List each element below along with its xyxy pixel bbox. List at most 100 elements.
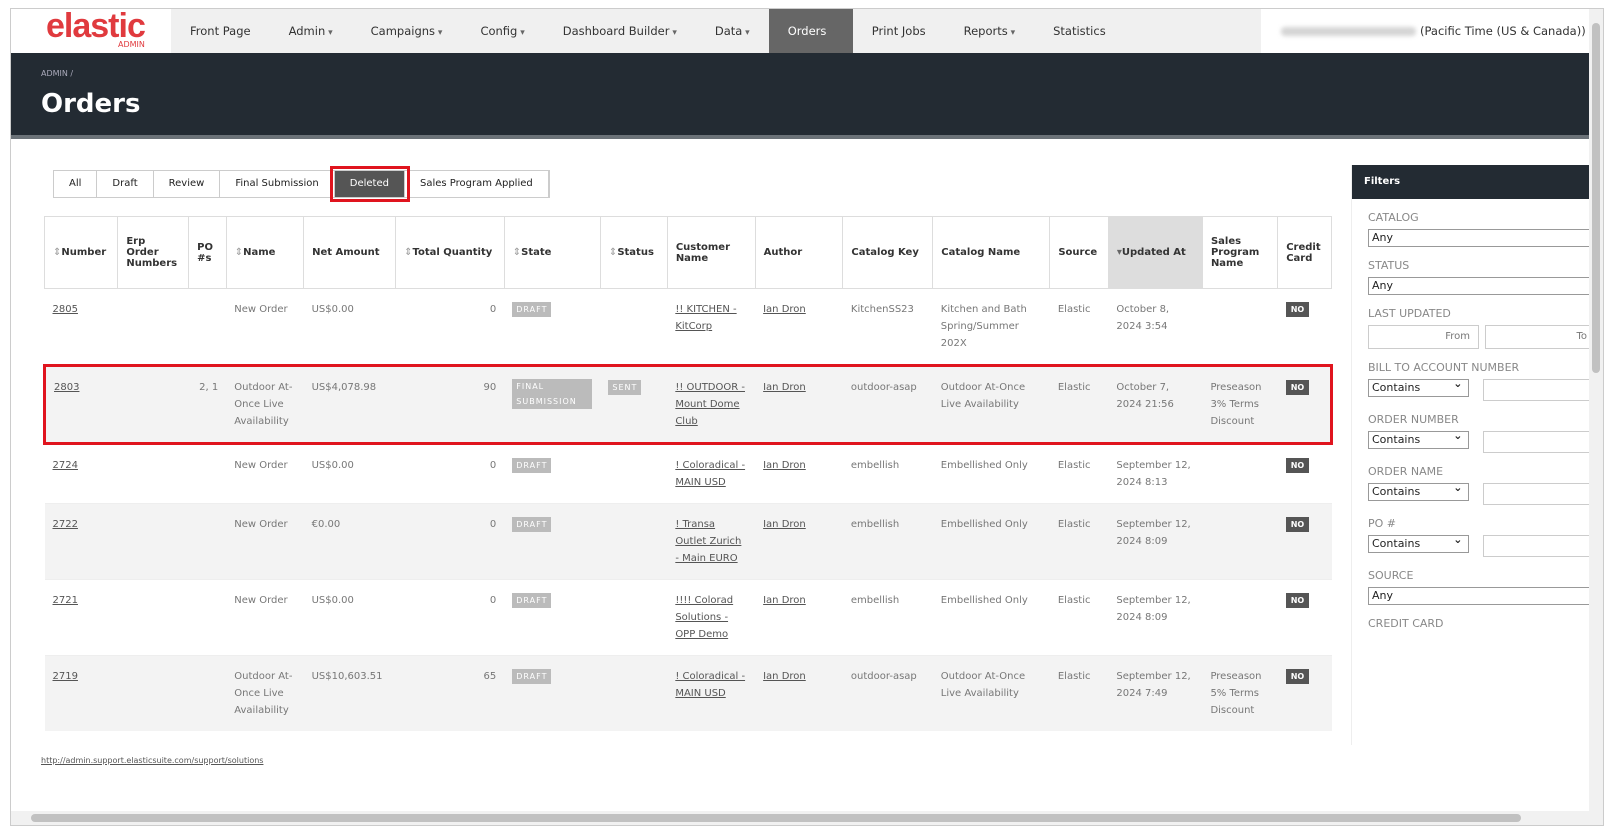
logo-text: elastic — [46, 8, 146, 45]
nav-item[interactable]: Config — [461, 9, 543, 53]
column-header[interactable]: Number — [43, 216, 119, 289]
cell: 2722 — [44, 503, 118, 580]
cell — [1202, 443, 1278, 504]
cell: NO — [1277, 655, 1332, 731]
date-from[interactable]: From — [1368, 325, 1479, 349]
customer-link[interactable]: !! OUTDOOR - Mount Dome Club — [675, 382, 745, 427]
cell — [188, 503, 227, 580]
cell-text: 65 — [483, 671, 497, 682]
status-badge: DRAFT — [512, 302, 552, 317]
cell-text: October 8, 2024 3:54 — [1116, 304, 1170, 332]
order-link[interactable]: 2805 — [52, 304, 78, 315]
column-header: PO #s — [188, 216, 227, 289]
customer-link[interactable]: ! Coloradical - MAIN USD — [675, 671, 746, 699]
match-input[interactable] — [1483, 483, 1596, 505]
cell: September 12, 2024 8:09 — [1108, 579, 1203, 656]
cell: Ian Dron — [755, 655, 843, 731]
cell-text: €0.00 — [311, 519, 341, 530]
tab[interactable]: All — [54, 171, 98, 197]
author-link[interactable]: Ian Dron — [763, 382, 806, 393]
cell — [117, 364, 189, 445]
column-header: Credit Card — [1277, 216, 1332, 289]
support-link[interactable]: http://admin.support.elasticsuite.com/su… — [41, 756, 264, 765]
author-link[interactable]: Ian Dron — [763, 595, 806, 606]
tab[interactable]: Final Submission — [220, 171, 335, 197]
cell-text: New Order — [234, 460, 288, 471]
nav-item[interactable]: Admin — [270, 9, 352, 53]
blurred-email — [1281, 27, 1416, 36]
cell-text: US$0.00 — [311, 460, 354, 471]
filter-select[interactable]: Any — [1368, 587, 1596, 605]
match-select[interactable]: Contains — [1368, 428, 1470, 449]
date-to[interactable]: To — [1485, 325, 1596, 349]
logo[interactable]: elastic ADMIN — [11, 9, 171, 53]
nav-item[interactable]: Orders — [768, 9, 853, 53]
nav-item[interactable]: Data — [696, 9, 769, 53]
author-link[interactable]: Ian Dron — [763, 460, 806, 471]
match-select[interactable]: Contains — [1368, 480, 1470, 501]
nav-item[interactable]: Front Page — [190, 24, 251, 38]
tab[interactable]: Draft — [97, 171, 154, 197]
cell-text: September 12, 2024 7:49 — [1116, 671, 1191, 699]
cell — [188, 579, 227, 656]
status-badge: FINAL SUBMISSION — [512, 379, 593, 409]
author-link[interactable]: Ian Dron — [763, 519, 806, 530]
v-scrollbar[interactable] — [1589, 9, 1603, 825]
match-input[interactable] — [1483, 431, 1596, 453]
order-link[interactable]: 2719 — [52, 671, 78, 682]
cell: New Order — [226, 288, 304, 366]
breadcrumb[interactable]: ADMIN / — [41, 69, 74, 78]
cell — [600, 443, 668, 504]
filter-label: ORDER NUMBER — [1368, 413, 1459, 426]
nav-item[interactable]: Dashboard Builder — [544, 9, 696, 53]
filter-label: SOURCE — [1368, 569, 1414, 582]
nav-item[interactable]: Campaigns — [352, 9, 462, 53]
column-header: Catalog Name — [932, 216, 1051, 289]
nav-item[interactable]: Reports — [945, 9, 1035, 53]
cell-text: Embellished Only — [940, 519, 1028, 530]
customer-link[interactable]: ! Coloradical - MAIN USD — [675, 460, 746, 488]
customer-link[interactable]: ! Transa Outlet Zurich - Main EURO — [675, 519, 742, 564]
customer-link[interactable]: !! KITCHEN - KitCorp — [675, 304, 737, 332]
tab[interactable]: Review — [154, 171, 221, 197]
match-input[interactable] — [1483, 379, 1596, 401]
user-menu[interactable]: (Pacific Time (US & Canada)) — [1261, 9, 1591, 53]
order-link[interactable]: 2722 — [52, 519, 78, 530]
nav-item[interactable]: Print Jobs — [871, 24, 926, 38]
column-header[interactable]: Name — [225, 216, 305, 289]
order-link[interactable]: 2724 — [52, 460, 78, 471]
cell: 2719 — [44, 655, 118, 731]
filter-section: LAST UPDATED From To — [1352, 307, 1596, 349]
column-header[interactable]: Updated At — [1107, 216, 1203, 289]
order-link[interactable]: 2721 — [52, 595, 78, 606]
tab[interactable]: Sales Program Applied — [405, 171, 549, 197]
cell: Ian Dron — [755, 288, 843, 366]
column-header[interactable]: State — [503, 216, 601, 289]
filter-select[interactable]: Any — [1368, 277, 1596, 295]
match-select[interactable]: Contains — [1368, 376, 1470, 397]
match-input[interactable] — [1483, 535, 1596, 557]
h-scrollbar[interactable] — [11, 811, 1591, 825]
author-link[interactable]: Ian Dron — [763, 304, 806, 315]
cell-text: Outdoor At-Once Live Availability — [940, 382, 1026, 410]
cell: October 7, 2024 21:56 — [1108, 364, 1203, 445]
cell: 0 — [395, 288, 505, 366]
nav-item[interactable]: Statistics — [1053, 24, 1106, 38]
cell: Kitchen and Bath Spring/Summer 202X — [932, 288, 1050, 366]
cell: ! Coloradical - MAIN USD — [667, 443, 756, 504]
column-header[interactable]: Total Quantity — [395, 216, 505, 289]
tab[interactable]: Deleted — [329, 166, 410, 202]
cell — [117, 655, 189, 731]
match-select[interactable]: Contains — [1368, 532, 1470, 553]
cell: September 12, 2024 7:49 — [1108, 655, 1203, 731]
author-link[interactable]: Ian Dron — [763, 671, 806, 682]
status-badge: DRAFT — [512, 517, 552, 532]
customer-link[interactable]: !!!! Colorad Solutions - OPP Demo — [675, 595, 734, 640]
cell — [188, 655, 227, 731]
column-header[interactable]: Status — [599, 216, 668, 289]
order-link[interactable]: 2803 — [54, 382, 80, 393]
credit-card-badge: NO — [1285, 380, 1310, 395]
filter-select[interactable]: Any — [1368, 229, 1596, 247]
cell: US$4,078.98 — [303, 364, 396, 445]
cell-text: 2, 1 — [199, 382, 219, 393]
